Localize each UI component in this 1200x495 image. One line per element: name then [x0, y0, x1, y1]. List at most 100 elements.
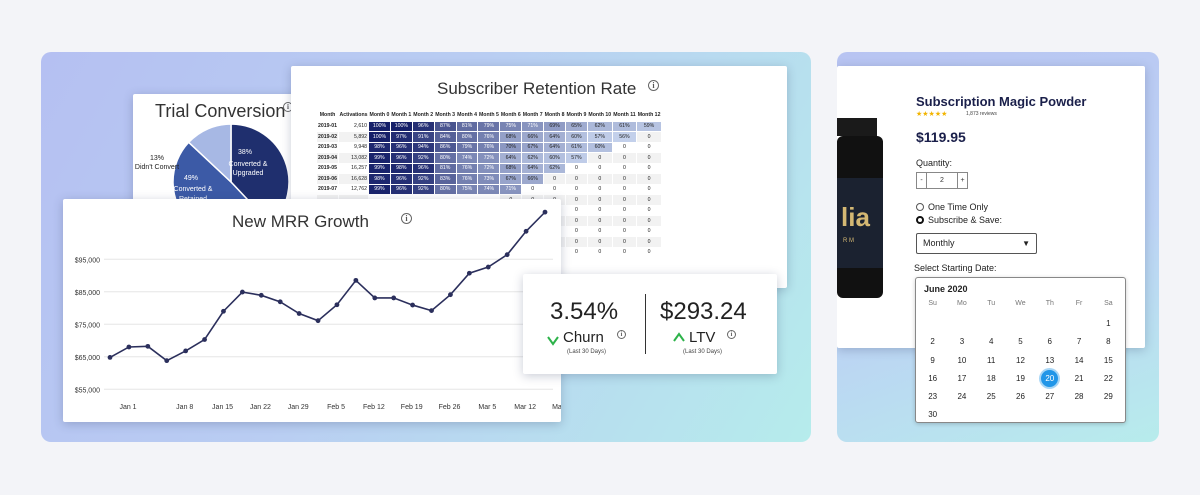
calendar-day[interactable]: 19	[1016, 373, 1025, 383]
mrr-data-point[interactable]	[504, 252, 510, 258]
retention-cell: 0	[611, 152, 638, 164]
calendar-day[interactable]: 8	[1106, 337, 1111, 347]
retention-cell: 0	[543, 183, 567, 195]
product-title: Subscription Magic Powder	[916, 94, 1087, 109]
quantity-decrease-button[interactable]: -	[917, 173, 927, 188]
calendar-day[interactable]: 10	[957, 355, 967, 365]
retention-cell: 0	[611, 246, 638, 258]
calendar-day[interactable]: 17	[957, 373, 967, 383]
info-icon[interactable]: i	[648, 80, 659, 91]
mrr-data-point[interactable]	[448, 292, 453, 298]
mrr-data-point[interactable]	[523, 228, 529, 234]
info-icon[interactable]: i	[727, 330, 736, 339]
calendar-day[interactable]: 4	[988, 337, 994, 347]
retention-cell: 96%	[389, 152, 413, 164]
retention-cell: 65%	[565, 120, 588, 132]
kpi-card: 3.54% Churn i (Last 30 Days) $293.24 LTV…	[523, 274, 777, 374]
calendar-day[interactable]: 29	[1103, 391, 1113, 401]
mrr-data-point[interactable]	[258, 292, 264, 298]
pie-slice[interactable]	[187, 123, 232, 184]
calendar-day[interactable]: 21	[1074, 373, 1084, 383]
mrr-data-point[interactable]	[372, 295, 378, 301]
pie-slice[interactable]	[230, 123, 290, 209]
quantity-input[interactable]: 2	[940, 177, 944, 184]
frequency-select[interactable]: Monthly ▼	[916, 233, 1037, 254]
y-tick-label: $75,000	[75, 322, 100, 329]
radio-unchecked-icon[interactable]	[916, 203, 924, 211]
info-icon[interactable]: i	[401, 213, 412, 224]
mrr-data-point[interactable]	[296, 311, 302, 316]
mrr-data-point[interactable]	[107, 355, 113, 360]
calendar-day[interactable]: 26	[1016, 391, 1025, 401]
calendar-day[interactable]: 9	[930, 355, 935, 365]
calendar-day[interactable]: 15	[1103, 355, 1113, 365]
jar-brand-text: lia	[841, 202, 870, 232]
retention-cell: 0	[586, 204, 613, 216]
y-tick-label: $55,000	[75, 387, 100, 394]
mrr-data-point[interactable]	[164, 358, 170, 364]
retention-column-header: Month 8	[544, 111, 565, 118]
calendar-day[interactable]: 20	[1035, 369, 1064, 388]
mrr-data-point[interactable]	[466, 270, 472, 276]
retention-column-header: Month 9	[566, 111, 587, 118]
mrr-data-point[interactable]	[221, 308, 226, 314]
calendar-day[interactable]: 1	[1106, 319, 1111, 329]
calendar-day[interactable]: 14	[1074, 355, 1084, 365]
rating-stars-icon: ★★★★★	[916, 111, 948, 118]
retention-cell: 0	[565, 183, 588, 195]
retention-cell: 74%	[477, 183, 501, 195]
info-icon[interactable]: i	[617, 330, 626, 339]
calendar-day[interactable]: 27	[1045, 391, 1055, 401]
calendar-day[interactable]: 7	[1076, 337, 1082, 347]
calendar-empty-cell	[977, 315, 1006, 333]
review-count[interactable]: 1,873 reviews	[966, 111, 997, 117]
quantity-increase-button[interactable]: +	[957, 173, 967, 188]
calendar-day[interactable]: 5	[1018, 337, 1023, 347]
option-one-time[interactable]: One Time Only	[916, 202, 988, 212]
option-subscribe[interactable]: Subscribe & Save:	[916, 215, 1002, 225]
retention-cell: 96%	[389, 173, 413, 185]
calendar-day[interactable]: 22	[1103, 373, 1113, 383]
calendar-day[interactable]: 12	[1016, 355, 1025, 365]
mrr-data-point[interactable]	[391, 295, 397, 301]
calendar-day[interactable]: 23	[928, 391, 938, 401]
mrr-data-point[interactable]	[315, 318, 321, 324]
mrr-data-point[interactable]	[542, 209, 548, 215]
mrr-data-point[interactable]	[334, 302, 340, 308]
calendar-day[interactable]: 2	[930, 337, 935, 347]
caret-down-icon: ▼	[1022, 239, 1030, 248]
calendar-day[interactable]: 30	[928, 410, 938, 420]
mrr-data-point[interactable]	[277, 299, 283, 305]
retention-cell: 0	[611, 173, 638, 185]
calendar-day[interactable]: 28	[1074, 391, 1084, 401]
retention-cell: 62%	[543, 162, 567, 174]
table-row: 2019-06 16,628 98% 96% 92% 83% 76% 73% 67% 66% 0 0 0…	[315, 173, 662, 185]
product-jar-image: lia R M	[837, 118, 883, 298]
pie-slice[interactable]	[172, 141, 271, 209]
radio-checked-icon[interactable]	[916, 216, 924, 224]
mrr-data-point[interactable]	[239, 289, 245, 295]
mrr-data-point[interactable]	[126, 344, 132, 350]
mrr-data-point[interactable]	[485, 264, 491, 270]
calendar-day[interactable]: 16	[928, 373, 938, 383]
retention-cell: 0	[565, 204, 588, 216]
calendar-empty-cell	[947, 315, 976, 333]
calendar-day[interactable]: 3	[959, 337, 965, 347]
mrr-data-point[interactable]	[183, 348, 189, 354]
mrr-data-point[interactable]	[410, 302, 416, 308]
retention-cell: 96%	[411, 120, 435, 132]
calendar-day[interactable]: 25	[986, 391, 996, 401]
mrr-data-point[interactable]	[353, 277, 359, 283]
calendar-day[interactable]: 11	[987, 355, 996, 365]
calendar-day[interactable]: 18	[986, 373, 996, 383]
mrr-data-point[interactable]	[429, 308, 434, 313]
calendar-day[interactable]: 13	[1045, 355, 1055, 365]
calendar-weekday: Fr	[1075, 300, 1083, 307]
calendar-day[interactable]: 6	[1047, 337, 1052, 347]
x-tick-label: Jan 15	[212, 404, 233, 411]
calendar-day[interactable]: 24	[957, 391, 967, 401]
mrr-data-point[interactable]	[202, 337, 207, 342]
table-row: 2019-02 5,892 100% 97% 91% 84% 80% 76% 68% 66% 64%…	[315, 131, 662, 143]
mrr-data-point[interactable]	[145, 343, 151, 349]
ltv-period: (Last 30 Days)	[683, 349, 723, 355]
